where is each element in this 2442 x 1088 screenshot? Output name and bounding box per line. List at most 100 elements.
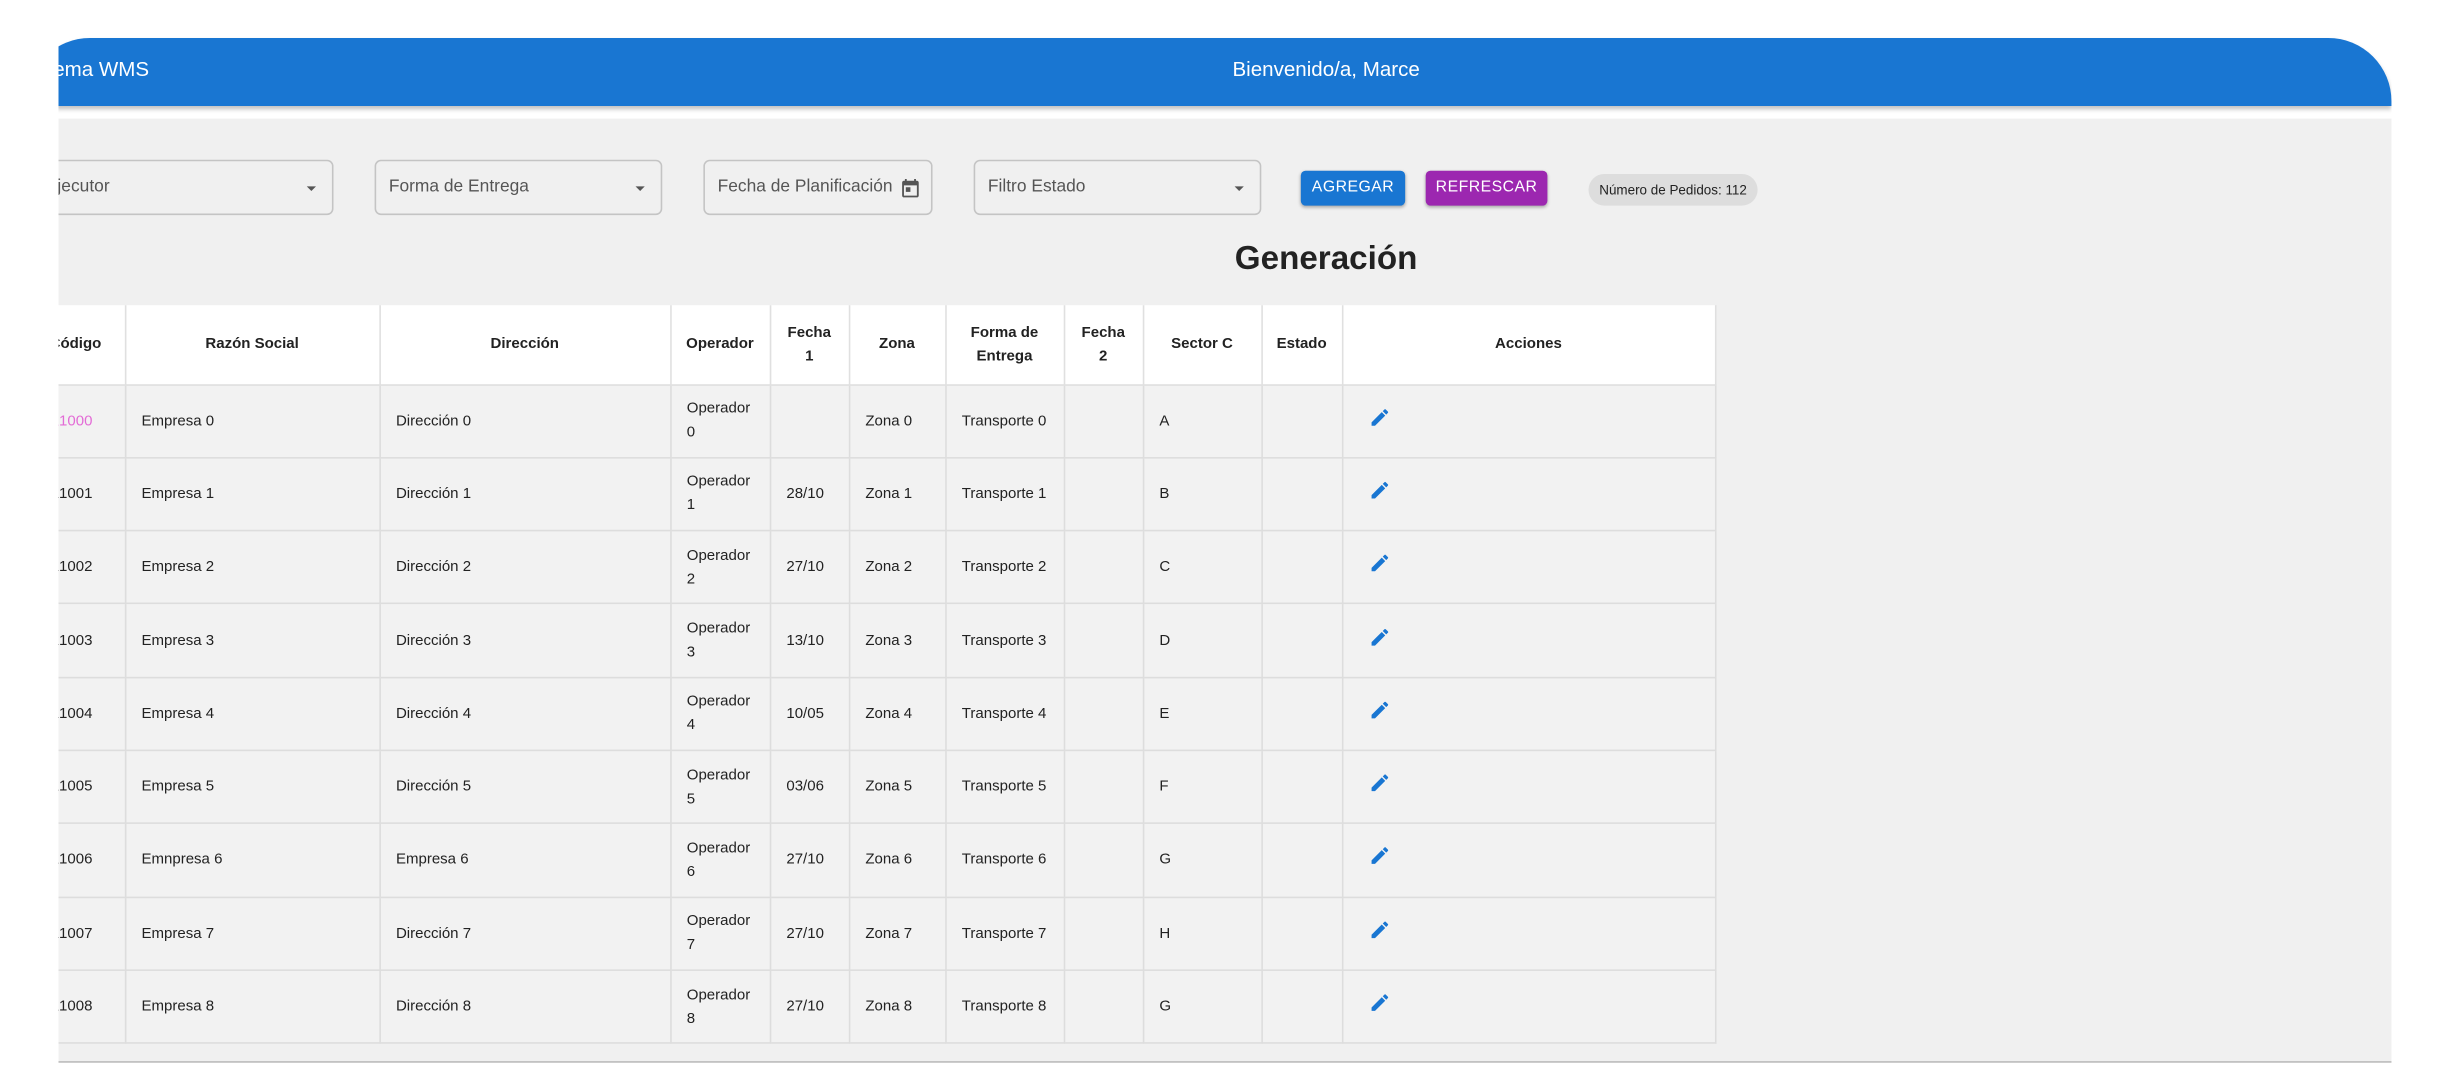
actions-cell xyxy=(1341,823,1716,898)
table-cell: Operador 5 xyxy=(670,750,771,825)
table-cell: 27/10 xyxy=(769,530,850,605)
table-cell: Dirección 3 xyxy=(379,603,671,678)
table-cell: Dirección 4 xyxy=(379,677,671,752)
filter-label: Ejecutor xyxy=(58,177,110,197)
table-cell: A1007 xyxy=(58,896,126,971)
table-cell: C xyxy=(1142,530,1263,605)
edit-icon[interactable] xyxy=(1368,625,1390,647)
orders-chip: Número de Pedidos: 112 xyxy=(1588,173,1758,206)
edit-icon[interactable] xyxy=(1368,772,1390,794)
edit-icon[interactable] xyxy=(1368,699,1390,721)
table-cell: Empresa 6 xyxy=(379,823,671,898)
table-cell: A1000 xyxy=(58,384,126,459)
filter-field[interactable]: Filtro Estado xyxy=(973,159,1262,216)
table-cell: Transporte 6 xyxy=(945,823,1065,898)
table-cell xyxy=(1261,457,1343,532)
table-cell xyxy=(1261,969,1343,1045)
edit-icon-path xyxy=(1370,921,1388,938)
column-header: Forma de Entrega xyxy=(945,305,1065,386)
table-cell: 13/10 xyxy=(769,603,850,678)
table-head: CódigoRazón SocialDirecciónOperadorFecha… xyxy=(58,305,1716,386)
table-cell: Dirección 1 xyxy=(379,457,671,532)
table-cell: Empresa 7 xyxy=(124,896,381,971)
table-cell: Dirección 5 xyxy=(379,750,671,825)
filter-label: Fecha de Planificación xyxy=(717,177,893,197)
table-cell xyxy=(769,384,850,459)
table-cell: Zona 3 xyxy=(848,603,946,678)
table-cell: Operador 1 xyxy=(670,457,771,532)
table-cell: A1008 xyxy=(58,969,126,1045)
header-row: CódigoRazón SocialDirecciónOperadorFecha… xyxy=(58,305,1716,386)
table-cell: Empresa 3 xyxy=(124,603,381,678)
table-cell: Zona 7 xyxy=(848,896,946,971)
table-cell: Empresa 5 xyxy=(124,750,381,825)
filter-field[interactable]: Fecha de Planificación xyxy=(703,159,933,216)
edit-icon[interactable] xyxy=(1368,992,1390,1014)
column-header: Fecha 1 xyxy=(769,305,850,386)
column-header: Operador xyxy=(670,305,771,386)
table-cell xyxy=(1261,603,1343,678)
filter-label: Forma de Entrega xyxy=(388,177,529,197)
table-cell: Transporte 4 xyxy=(945,677,1065,752)
table-cell: Empresa 2 xyxy=(124,530,381,605)
table-cell: Empresa 4 xyxy=(124,677,381,752)
edit-icon[interactable] xyxy=(1368,479,1390,501)
edit-icon-path xyxy=(1370,701,1388,719)
table-cell: Operador 7 xyxy=(670,896,771,971)
table-cell: Zona 2 xyxy=(848,530,946,605)
table-cell xyxy=(1063,603,1144,678)
table-cell xyxy=(1063,677,1144,752)
add-button[interactable]: AGREGAR xyxy=(1300,170,1406,206)
table-cell xyxy=(1261,677,1343,752)
calendar-icon-path xyxy=(902,178,919,198)
column-header: Dirección xyxy=(379,305,671,386)
actions-cell xyxy=(1341,457,1716,532)
refresh-button[interactable]: REFRESCAR xyxy=(1425,170,1548,206)
table-cell: A1006 xyxy=(58,823,126,898)
app-title: Sistema WMS xyxy=(58,56,150,81)
table-cell: Transporte 5 xyxy=(945,750,1065,825)
edit-icon[interactable] xyxy=(1368,845,1390,867)
dropdown-icon-path xyxy=(635,186,645,191)
dropdown-icon xyxy=(635,186,645,191)
column-header: Zona xyxy=(848,305,946,386)
edit-icon[interactable] xyxy=(1368,918,1390,940)
actions-cell xyxy=(1341,530,1716,605)
table-cell: A1003 xyxy=(58,603,126,678)
edit-icon-path xyxy=(1370,774,1388,792)
actions-cell xyxy=(1341,750,1716,825)
table-cell xyxy=(1063,384,1144,459)
table-cell: F xyxy=(1142,750,1263,825)
filter-field[interactable]: Forma de Entrega xyxy=(374,159,663,216)
table-cell: D xyxy=(1142,603,1263,678)
table-cell: A xyxy=(1142,384,1263,459)
column-header: Estado xyxy=(1261,305,1343,386)
table-cell: Zona 8 xyxy=(848,969,946,1045)
table-cell: Zona 0 xyxy=(848,384,946,459)
table-cell: Operador 6 xyxy=(670,823,771,898)
edit-icon-path xyxy=(1370,847,1388,865)
table-cell: Empresa 0 xyxy=(124,384,381,459)
table-cell: 27/10 xyxy=(769,896,850,971)
table-cell: 03/06 xyxy=(769,750,850,825)
edit-icon-path xyxy=(1370,994,1388,1011)
page-title: Generación xyxy=(1234,240,1418,277)
edit-icon[interactable] xyxy=(1368,552,1390,574)
table-cell: A1005 xyxy=(58,750,126,825)
dropdown-icon-path xyxy=(1234,186,1244,191)
app-bar: Sistema WMS Bienvenido/a, Marce xyxy=(58,37,2392,106)
dropdown-icon-path xyxy=(306,186,316,191)
table-cell: Operador 4 xyxy=(670,677,771,752)
table-cell: Zona 6 xyxy=(848,823,946,898)
table-cell: 27/10 xyxy=(769,823,850,898)
edit-icon[interactable] xyxy=(1368,406,1390,428)
table-cell xyxy=(1063,896,1144,971)
filter-field[interactable]: Ejecutor xyxy=(58,159,334,216)
dropdown-icon xyxy=(1234,186,1244,191)
table-cell: Dirección 2 xyxy=(379,530,671,605)
